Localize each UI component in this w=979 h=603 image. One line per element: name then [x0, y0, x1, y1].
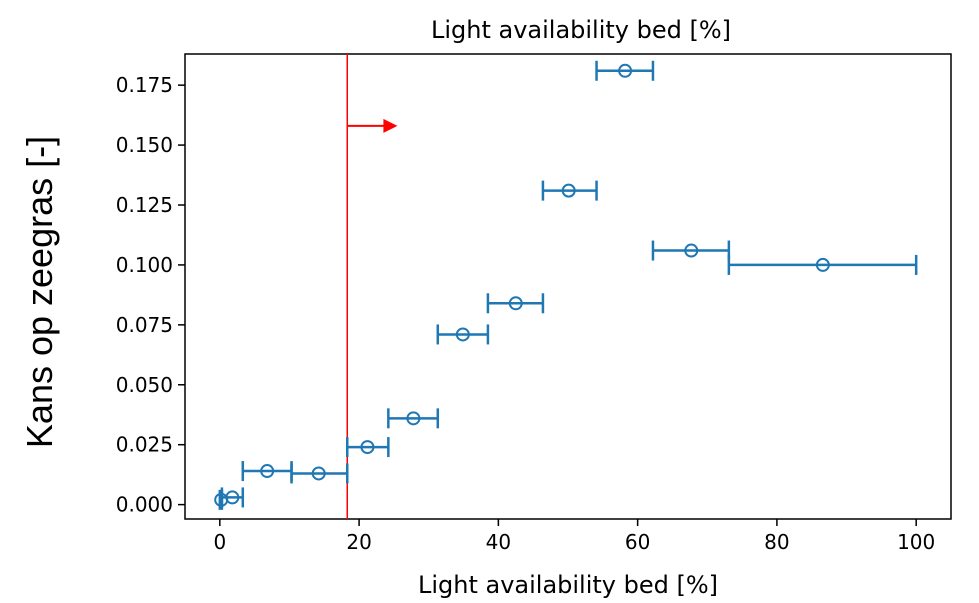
- data-point: [508, 296, 523, 311]
- x-tick-label: 20: [346, 530, 371, 554]
- y-tick-label: 0.075: [116, 313, 173, 337]
- x-tick-label: 100: [897, 530, 935, 554]
- data-point: [260, 464, 275, 479]
- y-tick-label: 0.150: [116, 133, 173, 157]
- y-axis-label: Kans op zeegras [-]: [19, 136, 60, 448]
- data-point: [406, 411, 421, 426]
- plot-frame: [184, 53, 952, 520]
- x-tick-label: 80: [764, 530, 789, 554]
- data-point: [815, 257, 830, 272]
- y-axis-ticks: 0.000 0.025 0.050 0.075 0.100 0.125 0.150 0.175: [116, 73, 185, 517]
- chart-title: Light availability bed [%]: [431, 16, 731, 44]
- x-tick-label: 40: [486, 530, 511, 554]
- data-point: [360, 440, 375, 455]
- data-point: [561, 183, 576, 198]
- data-point: [455, 327, 470, 342]
- threshold-arrow-head: [383, 118, 398, 133]
- y-tick-label: 0.050: [116, 373, 173, 397]
- x-axis-label: Light availability bed [%]: [418, 571, 718, 599]
- data-point: [225, 490, 240, 505]
- data-point: [618, 63, 633, 78]
- series-layer: [214, 60, 918, 510]
- x-tick-label: 0: [213, 530, 226, 554]
- x-axis-ticks: 0 20 40 60 80 100: [213, 519, 935, 554]
- data-point: [311, 466, 326, 481]
- y-tick-label: 0.100: [116, 253, 173, 277]
- y-tick-label: 0.125: [116, 193, 173, 217]
- y-tick-label: 0.000: [116, 493, 173, 517]
- x-tick-label: 60: [625, 530, 650, 554]
- y-tick-label: 0.025: [116, 433, 173, 457]
- y-tick-label: 0.175: [116, 73, 173, 97]
- data-point: [684, 243, 699, 258]
